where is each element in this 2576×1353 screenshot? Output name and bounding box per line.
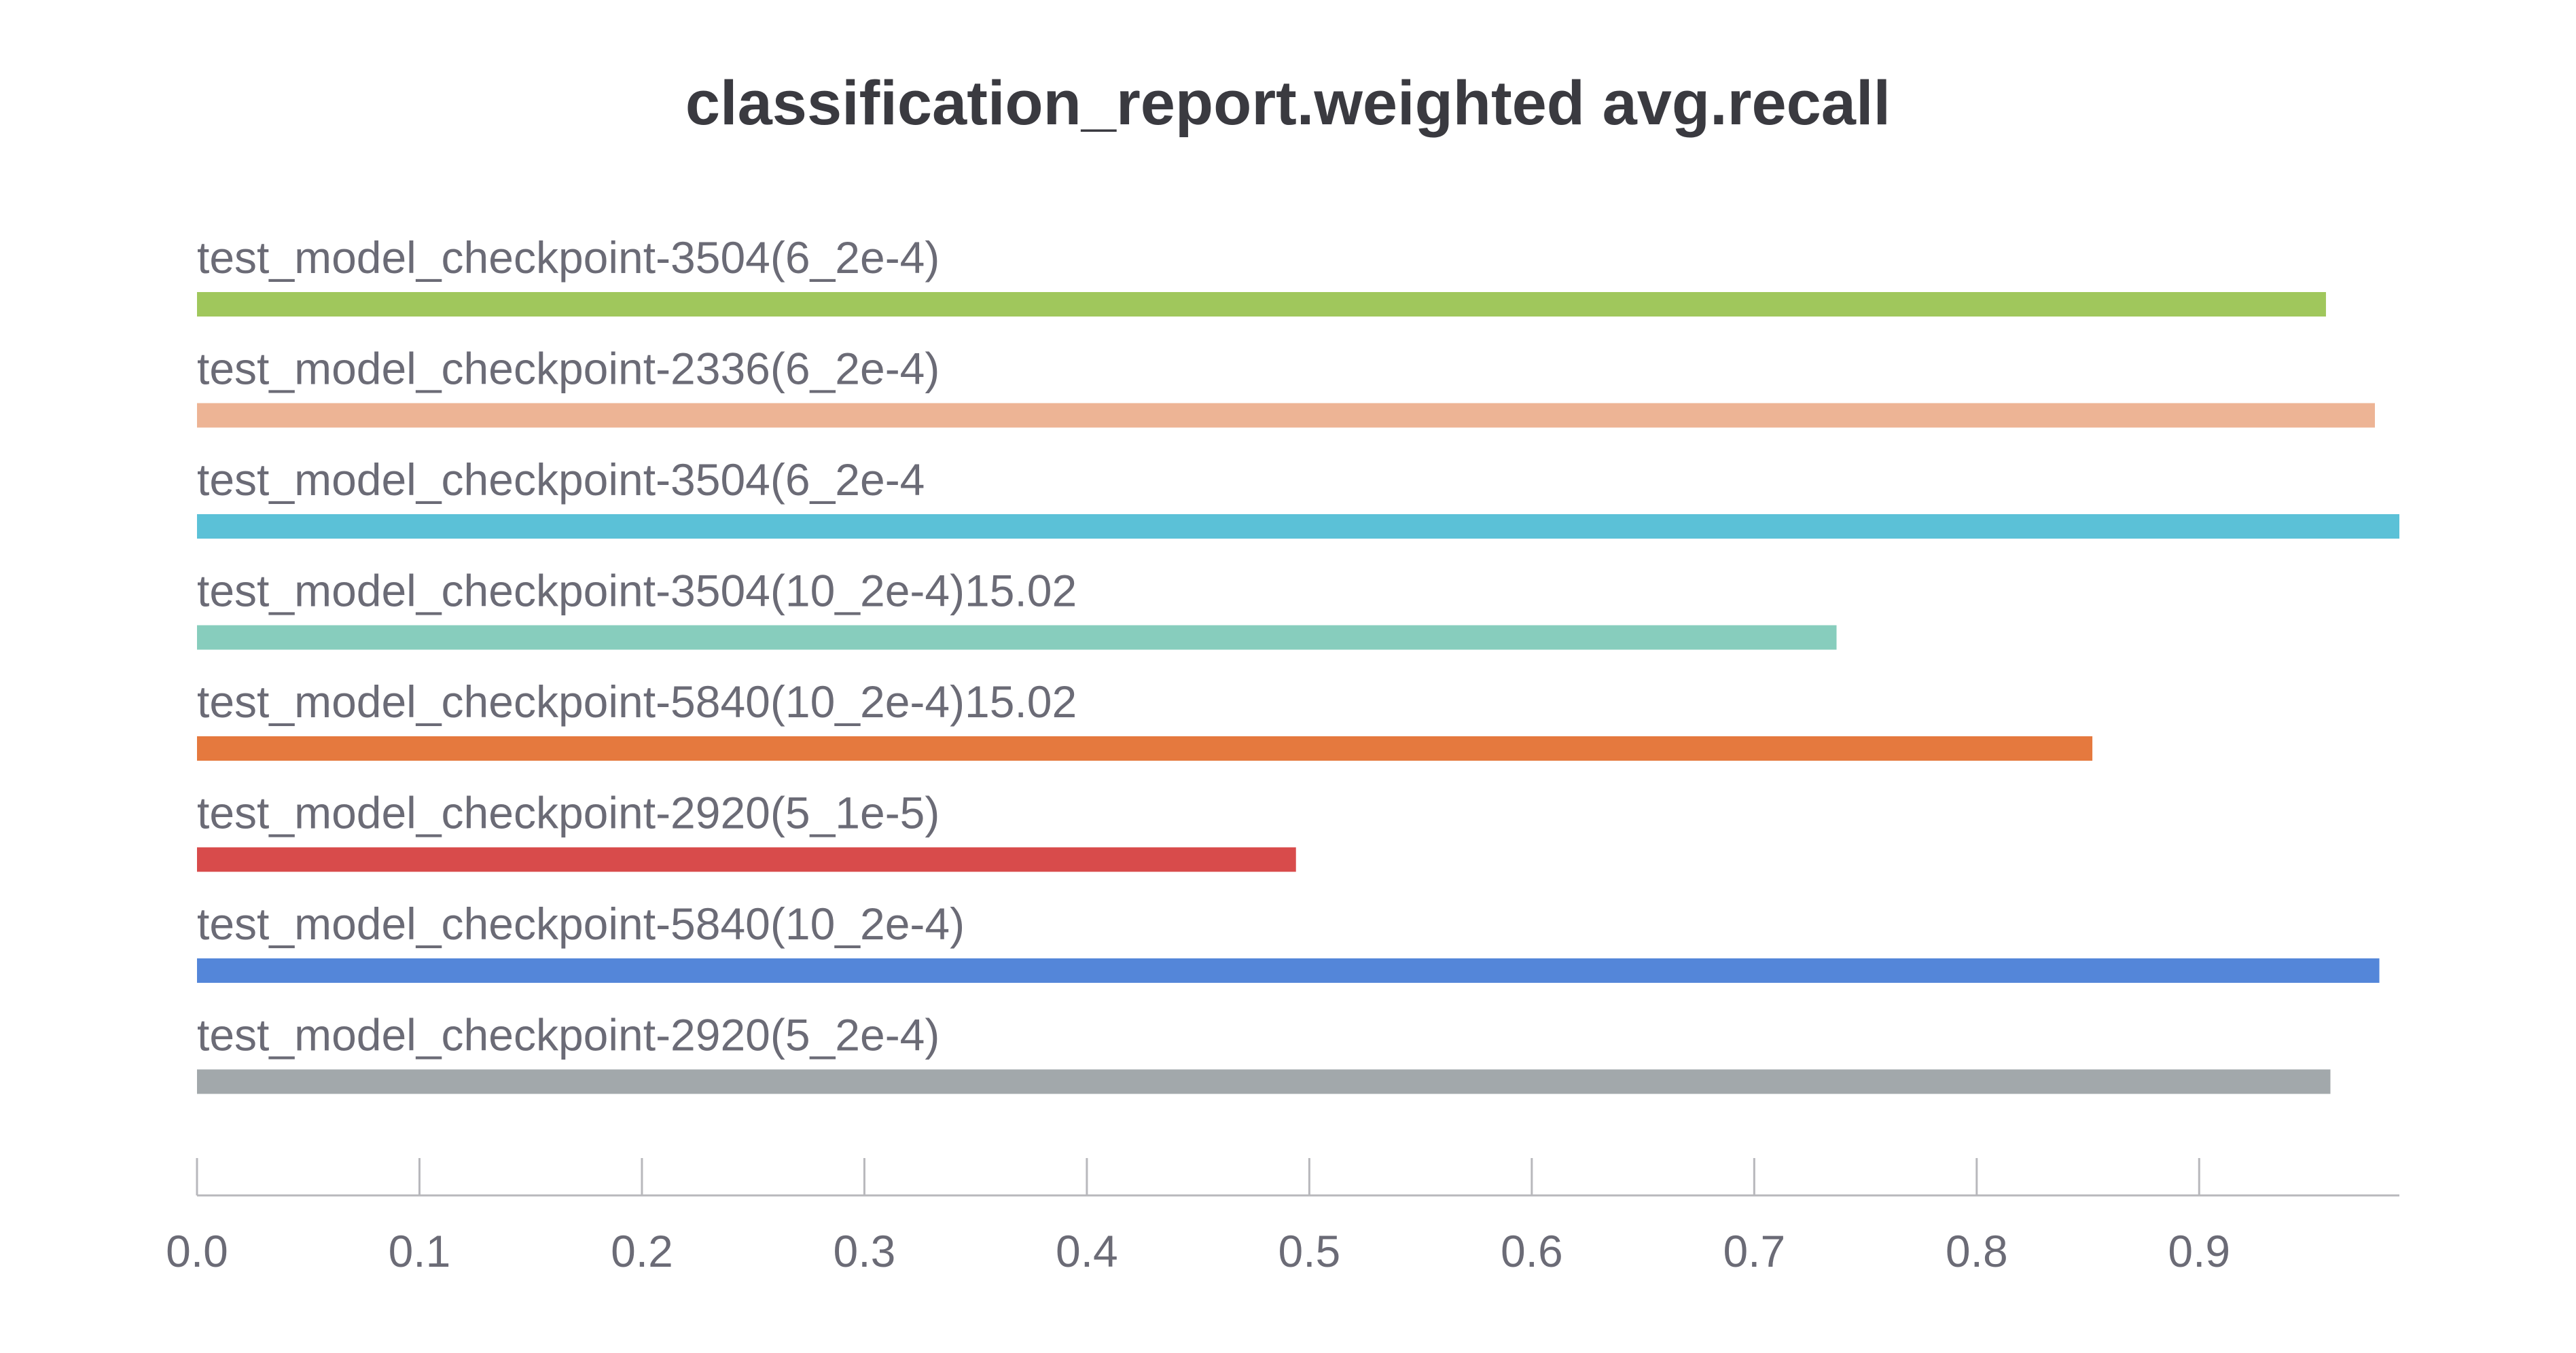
bar-label: test_model_checkpoint-2336(6_2e-4)	[197, 344, 940, 394]
bar-label: test_model_checkpoint-3504(6_2e-4	[197, 454, 925, 505]
x-tick-label: 0.2	[611, 1226, 673, 1276]
chart-title: classification_report.weighted avg.recal…	[685, 69, 1891, 138]
x-axis: 0.0 0.1 0.2 0.3 0.4 0.5 0.6 0.7 0.8 0.9	[166, 1158, 2399, 1276]
x-tick-label: 0.3	[834, 1226, 896, 1276]
x-tick-label: 0.6	[1501, 1226, 1563, 1276]
bar[interactable]	[197, 625, 1837, 650]
x-tick-label: 0.5	[1278, 1226, 1340, 1276]
bar[interactable]	[197, 1069, 2331, 1094]
bar[interactable]	[197, 292, 2326, 317]
bars-layer: test_model_checkpoint-3504(6_2e-4) test_m…	[197, 232, 2399, 1094]
bar-label: test_model_checkpoint-2920(5_2e-4)	[197, 1010, 940, 1060]
x-tick-label: 0.7	[1723, 1226, 1785, 1276]
bar[interactable]	[197, 736, 2093, 761]
bar-label: test_model_checkpoint-5840(10_2e-4)	[197, 899, 965, 949]
bar[interactable]	[197, 847, 1296, 872]
bar-label: test_model_checkpoint-5840(10_2e-4)15.02	[197, 676, 1077, 727]
bar[interactable]	[197, 958, 2380, 983]
bar[interactable]	[197, 403, 2375, 428]
x-tick-label: 0.0	[166, 1226, 228, 1276]
bar[interactable]	[197, 514, 2399, 539]
x-tick-label: 0.4	[1056, 1226, 1118, 1276]
x-tick-label: 0.9	[2168, 1226, 2230, 1276]
bar-label: test_model_checkpoint-2920(5_1e-5)	[197, 788, 940, 838]
x-tick-label: 0.8	[1946, 1226, 2008, 1276]
bar-label: test_model_checkpoint-3504(6_2e-4)	[197, 232, 940, 283]
bar-label: test_model_checkpoint-3504(10_2e-4)15.02	[197, 566, 1077, 616]
x-tick-label: 0.1	[389, 1226, 451, 1276]
